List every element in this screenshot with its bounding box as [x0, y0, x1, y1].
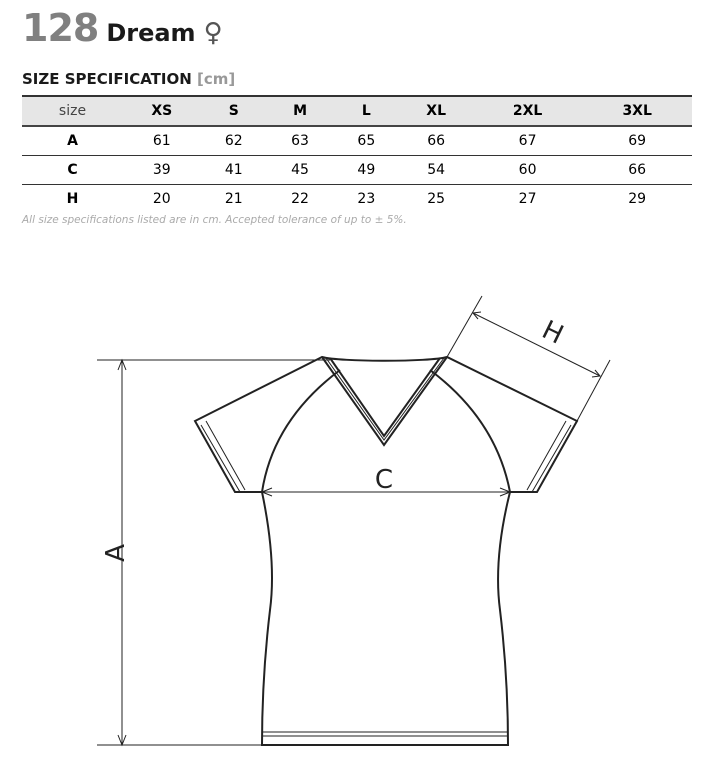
table-cell: 22	[291, 191, 309, 207]
dimension-c	[260, 487, 512, 497]
table-cell: 27	[518, 191, 537, 207]
table-row: H 20 21 22 23 25 27 29	[22, 185, 692, 214]
bottom-hem	[262, 731, 508, 737]
header-cell: M	[293, 103, 308, 119]
dimension-h	[446, 295, 611, 422]
table-cell: 67	[518, 133, 537, 149]
neck-stitch	[325, 357, 445, 441]
table-cell: 25	[427, 191, 446, 207]
table-cell: 61	[152, 133, 171, 149]
sleeve-hem	[200, 420, 572, 493]
row-label: A	[67, 133, 78, 149]
row-label: H	[66, 191, 79, 207]
v-neck	[321, 356, 448, 447]
product-name: Dream	[106, 19, 196, 47]
dimension-a	[97, 358, 330, 747]
table-cell: 60	[518, 162, 537, 178]
table-row: C 39 41 45 49 54 60 66	[22, 156, 692, 185]
table-cell: 21	[224, 191, 243, 207]
table-cell: 63	[291, 133, 309, 149]
tolerance-note: All size specifications listed are in cm…	[22, 214, 407, 226]
table-cell: 41	[224, 162, 243, 178]
raglan-seam-left	[261, 369, 341, 493]
table-row: A 61 62 63 65 66 67 69	[22, 126, 692, 156]
header-cell: S	[228, 103, 239, 119]
table-cell: 54	[427, 162, 446, 178]
table-cell: 49	[357, 162, 376, 178]
header-cell: XS	[151, 103, 173, 119]
spec-unit: [cm]	[197, 70, 236, 88]
product-number: 128	[22, 6, 99, 50]
header-cell: size	[58, 103, 87, 119]
table-cell: 20	[152, 191, 171, 207]
table-cell: 69	[628, 133, 647, 149]
table-cell: 39	[152, 162, 171, 178]
female-icon: ♀	[203, 18, 223, 48]
size-table: size XS S M L XL 2XL 3XL A 61 62 63 65 66 67 69…	[22, 95, 692, 213]
row-label: C	[67, 162, 78, 178]
table-cell: 45	[291, 162, 309, 178]
header-cell: 3XL	[622, 103, 652, 119]
table-cell: 29	[628, 191, 647, 207]
header-cell: L	[361, 103, 371, 119]
header-cell: XL	[426, 103, 446, 119]
label-h: H	[537, 315, 568, 351]
tshirt-outline	[193, 355, 579, 746]
spec-heading: SIZE SPECIFICATION [cm]	[22, 70, 235, 88]
table-cell: 66	[628, 162, 647, 178]
label-a: A	[101, 544, 131, 562]
table-cell: 65	[357, 133, 376, 149]
spec-title: SIZE SPECIFICATION	[22, 70, 192, 88]
table-cell: 62	[224, 133, 243, 149]
table-header: size XS S M L XL 2XL 3XL	[22, 96, 692, 126]
table-cell: 66	[427, 133, 446, 149]
raglan-seam-right	[429, 369, 511, 493]
table-cell: 23	[357, 191, 376, 207]
label-c: C	[375, 465, 393, 495]
product-title: 128 Dream ♀	[22, 6, 223, 50]
header-cell: 2XL	[512, 103, 543, 119]
